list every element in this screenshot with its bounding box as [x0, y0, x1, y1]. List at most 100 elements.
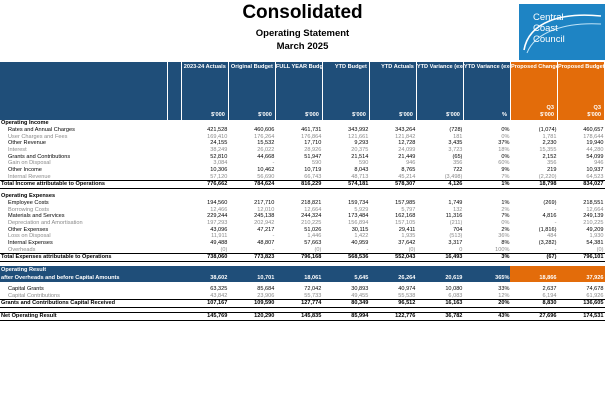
row-value — [416, 193, 463, 200]
row-value: 16,493 — [416, 253, 464, 262]
row-value: 816,229 — [275, 180, 323, 189]
row-label: Net Operating Result — [0, 311, 168, 321]
row-label: after Overheads and before Capital Amoun… — [0, 273, 168, 282]
column-header-4: YTD Actuals $'000 — [369, 62, 417, 120]
row-spacer — [168, 167, 181, 174]
row-value: 5,645 — [322, 273, 370, 282]
statement-row: after Overheads and before Capital Amoun… — [0, 273, 605, 282]
row-value: - — [554, 246, 557, 253]
row-value: 29,411 — [398, 226, 416, 233]
row-value: 2,637 — [542, 286, 557, 293]
row-value: 590 — [359, 160, 369, 167]
column-header-label: YTD Actuals — [381, 64, 414, 70]
row-value: 43,096 — [210, 226, 228, 233]
column-header-unit: $'000 — [352, 111, 366, 118]
statement-row: Total Income attributable to Operations 7… — [0, 180, 605, 189]
row-value: 48,807 — [257, 239, 275, 246]
report-title: Consolidated — [242, 2, 363, 23]
column-header-label: Original Budget — [230, 64, 273, 70]
row-value: (0) — [220, 246, 228, 253]
row-value: 51,026 — [304, 226, 322, 233]
row-value: 21,514 — [351, 153, 369, 160]
row-label: User Charges and Fees — [8, 133, 68, 140]
row-value: 946 — [594, 160, 604, 167]
column-header-unit: $'000 — [446, 111, 460, 118]
row-value — [322, 265, 370, 274]
row-value: 1,781 — [542, 133, 557, 140]
row-value: 57,120 — [210, 173, 228, 180]
row-value: 74,678 — [586, 286, 604, 293]
row-value: 56,690 — [257, 173, 275, 180]
row-value — [416, 120, 463, 127]
row-value: 12,728 — [398, 140, 416, 147]
report-subtitle: Operating Statement — [255, 28, 350, 39]
row-value: - — [272, 246, 275, 253]
row-value: 1,930 — [589, 233, 604, 240]
row-value: (211) — [449, 219, 463, 226]
statement-body: Operating Income Rates and Annual Charges… — [0, 120, 605, 321]
row-value: 356 — [547, 160, 557, 167]
row-value: 51,947 — [304, 153, 322, 160]
row-label: Operating Result — [0, 265, 168, 274]
column-header-0: 2023-24 Actuals $'000 — [181, 62, 229, 120]
statement-row: Operating Income — [0, 120, 605, 127]
column-header-unit: $'000 — [211, 111, 225, 118]
statement-row: Operating Result — [0, 265, 605, 274]
row-value: 202,942 — [254, 219, 275, 226]
column-header-unit: $'000 — [540, 111, 554, 118]
row-value: 11,316 — [445, 213, 463, 220]
row-value: (0) — [596, 246, 604, 253]
row-label: Borrowing Costs — [8, 206, 50, 213]
row-value: - — [272, 160, 275, 167]
row-value — [557, 120, 604, 127]
row-value — [416, 265, 464, 274]
row-value — [322, 193, 369, 200]
row-value: 12,664 — [586, 206, 604, 213]
row-value: 219 — [547, 167, 557, 174]
row-value: 9,293 — [354, 140, 369, 147]
row-label: Materials and Services — [8, 213, 65, 220]
row-value: 109,590 — [228, 299, 276, 308]
row-value: 834,027 — [557, 180, 605, 189]
row-value — [228, 265, 276, 274]
row-value: 54,381 — [586, 239, 604, 246]
row-value: 136,605 — [557, 299, 605, 308]
row-value: 157,105 — [395, 219, 416, 226]
row-value: 63,325 — [210, 286, 228, 293]
row-value: 61,926 — [586, 292, 604, 299]
row-value: 28,926 — [304, 147, 322, 154]
row-spacer — [167, 265, 182, 274]
row-value — [275, 193, 322, 200]
statement-row: Grants and Contributions Capital Receive… — [0, 299, 605, 308]
row-value: 173,484 — [348, 213, 369, 220]
row-value: 37,926 — [557, 273, 605, 282]
row-value: 1% — [501, 199, 510, 206]
row-spacer — [168, 193, 181, 200]
row-value: 17,710 — [304, 140, 322, 147]
row-spacer — [168, 220, 181, 227]
row-value: 37,642 — [398, 239, 416, 246]
statement-row: Other Revenue 24,155 15,532 17,710 9,293 12,7… — [0, 140, 605, 147]
row-value: 7% — [501, 213, 510, 220]
row-value: 6,194 — [542, 292, 557, 299]
row-label: Gain on Disposal — [8, 160, 51, 167]
column-header-label: Proposed Budget After — [557, 64, 605, 70]
statement-row: Total Expenses attributable to Operation… — [0, 253, 605, 262]
row-value: 210,225 — [583, 219, 604, 226]
row-value: 20,619 — [416, 273, 464, 282]
row-value: 37% — [498, 140, 510, 147]
row-value: 704 — [453, 226, 463, 233]
column-header-label: FULL YEAR Budget — [275, 64, 322, 70]
statement-row: Capital Grants 63,325 85,684 72,042 30,893 40… — [0, 286, 605, 293]
column-header-unit: % — [501, 111, 507, 118]
row-value: (1,074) — [538, 126, 557, 133]
row-value: 120,290 — [228, 311, 276, 321]
statement-row: Rates and Annual Charges 421,528 460,606 46… — [0, 127, 605, 134]
row-value: 15,355 — [539, 147, 557, 154]
row-value: 20,375 — [351, 147, 369, 154]
row-value: 48,713 — [351, 173, 369, 180]
row-value: 0% — [501, 219, 510, 226]
row-value: 197,293 — [207, 219, 228, 226]
row-value: 60% — [498, 160, 510, 167]
row-value: 64,523 — [586, 173, 604, 180]
